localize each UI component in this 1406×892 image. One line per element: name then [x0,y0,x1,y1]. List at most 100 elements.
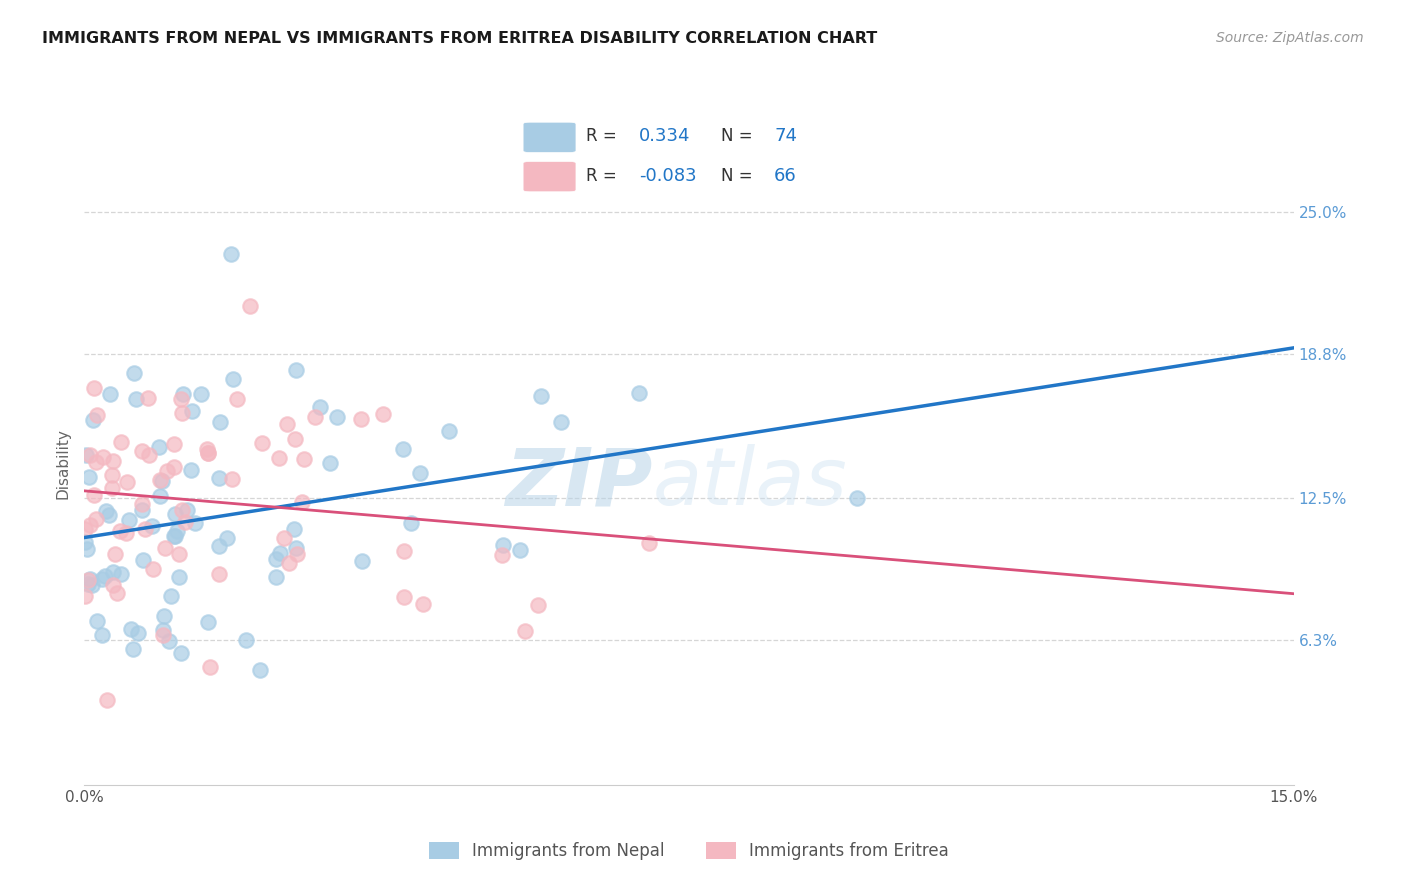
Point [166,524,188,539]
Point [149,489,172,503]
Point [846,491,869,505]
Point [94,569,117,583]
Point [77,577,100,591]
Point [221,472,243,486]
FancyBboxPatch shape [523,122,576,153]
Point [148,440,170,454]
Point [77,573,100,587]
Point [152,474,174,488]
Point [79,448,101,462]
Point [80,577,103,591]
Point [127,625,149,640]
Point [276,417,298,431]
Point [222,371,245,385]
FancyBboxPatch shape [523,161,576,192]
Point [163,529,186,543]
Text: ZIP: ZIP [505,444,652,522]
Point [75,521,97,535]
Point [79,572,101,586]
Point [101,467,124,482]
Point [526,598,548,612]
Point [292,451,315,466]
Text: -0.083: -0.083 [638,167,696,185]
Point [399,516,422,530]
Point [197,445,219,459]
Point [371,407,394,421]
Point [115,475,138,490]
Point [86,408,108,422]
Text: atlas: atlas [652,444,848,522]
Point [110,434,132,449]
Point [208,415,231,429]
Point [309,400,332,414]
Point [86,615,108,629]
Point [172,406,194,420]
Point [156,464,179,478]
Point [437,424,460,438]
Point [197,446,219,460]
Point [515,624,537,639]
Point [152,628,174,642]
Point [160,589,183,603]
Point [492,539,515,553]
Text: R =: R = [586,128,617,145]
Point [98,387,121,401]
Point [509,542,531,557]
Point [118,513,141,527]
Point [76,449,98,463]
Point [392,590,415,604]
Point [163,507,186,521]
Point [412,597,434,611]
Point [235,632,257,647]
Point [172,386,194,401]
Point [638,536,661,550]
Text: 0.334: 0.334 [638,128,690,145]
Point [208,567,231,582]
Point [83,381,105,395]
Point [91,450,114,465]
Point [82,412,104,426]
Point [392,544,415,558]
Point [285,541,308,555]
Text: Source: ZipAtlas.com: Source: ZipAtlas.com [1216,31,1364,45]
Point [101,565,124,579]
Point [170,503,193,517]
Point [627,386,650,401]
Point [207,539,229,553]
Point [163,437,186,451]
Point [197,615,219,629]
Point [165,529,187,543]
Point [269,451,291,466]
Point [225,392,247,406]
Point [103,454,125,468]
Point [239,299,262,313]
Point [96,693,118,707]
Point [249,663,271,677]
Point [101,578,124,592]
Point [284,432,307,446]
Point [84,511,107,525]
Point [352,554,374,568]
Text: 74: 74 [775,128,797,145]
Point [122,366,145,380]
Point [91,573,114,587]
Point [76,542,98,557]
Point [264,570,287,584]
Point [215,531,238,545]
Point [285,363,308,377]
Point [97,508,120,523]
Point [278,556,301,570]
Point [142,562,165,576]
Point [141,519,163,533]
Point [121,642,143,657]
Point [350,412,373,426]
Point [153,608,176,623]
Point [115,525,138,540]
Point [408,467,430,481]
Point [319,456,342,470]
Point [190,387,212,401]
Point [134,523,156,537]
Point [195,442,218,456]
Point [283,522,305,536]
Point [208,470,231,484]
